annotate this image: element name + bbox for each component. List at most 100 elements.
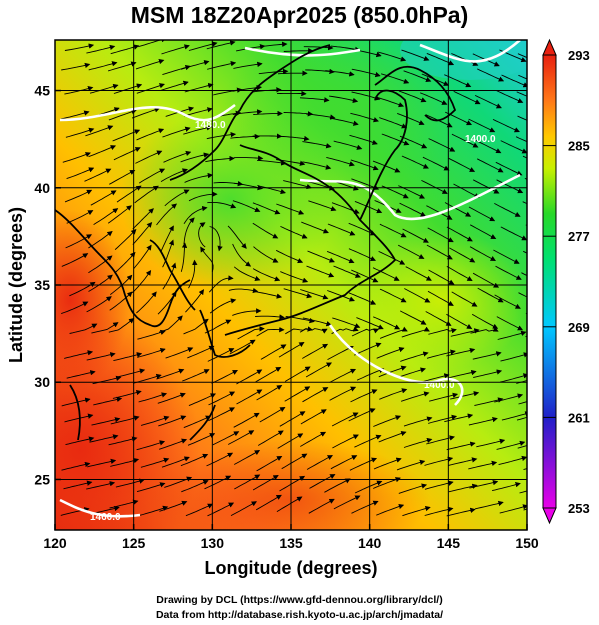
streamline [183, 107, 213, 117]
streamline [473, 369, 503, 378]
streamline [354, 200, 383, 214]
streamline [160, 80, 189, 92]
streamline [62, 152, 91, 163]
streamline [305, 362, 332, 378]
streamline [494, 203, 521, 217]
streamline [351, 91, 381, 101]
streamline [474, 397, 504, 406]
streamline [185, 289, 205, 313]
streamline [165, 347, 194, 359]
streamline [86, 481, 116, 490]
streamline [446, 226, 473, 242]
streamline [397, 244, 425, 259]
streamline [206, 40, 236, 50]
streamline [161, 44, 190, 55]
streamline [403, 70, 432, 83]
streamline [93, 208, 119, 225]
streamline [427, 290, 454, 306]
streamline [449, 247, 476, 263]
y-tick-label: 30 [34, 374, 50, 390]
y-tick-label: 40 [34, 180, 50, 196]
x-tick-label: 140 [358, 535, 382, 551]
streamline [236, 369, 263, 385]
streamline [324, 478, 351, 493]
taiwan-coast [69, 384, 81, 441]
streamline [116, 368, 146, 378]
streamline [138, 168, 166, 184]
streamline [86, 296, 112, 313]
streamline [301, 221, 329, 234]
streamline [137, 329, 166, 340]
streamline [424, 456, 454, 466]
streamline [351, 500, 379, 514]
streamline [135, 59, 165, 70]
streamline [183, 415, 212, 429]
streamline [396, 459, 426, 471]
streamline [187, 345, 215, 359]
streamline [373, 316, 401, 330]
streamline [429, 392, 459, 402]
streamline [420, 92, 448, 105]
streamline [139, 505, 169, 516]
streamline [182, 369, 210, 382]
streamline [492, 118, 520, 133]
contour-label: 1400.0 [465, 134, 496, 145]
streamline [88, 255, 113, 274]
streamline [422, 156, 450, 171]
streamline [109, 499, 139, 509]
streamline [399, 135, 428, 149]
streamline [426, 435, 455, 445]
streamline [256, 326, 285, 337]
streamline [109, 291, 133, 311]
streamline [332, 317, 361, 329]
streamline [379, 388, 408, 400]
streamline [279, 475, 306, 492]
streamline [227, 430, 255, 445]
streamline [236, 389, 263, 405]
streamline [379, 117, 408, 129]
streamline [85, 125, 114, 137]
colorbar-tick-label: 293 [568, 48, 590, 63]
contour-line [299, 173, 521, 221]
streamline [306, 455, 333, 470]
streamline [233, 61, 263, 69]
streamline [64, 189, 93, 203]
streamline [160, 168, 188, 182]
streamline [302, 343, 329, 359]
streamline [181, 479, 209, 493]
streamline [376, 503, 405, 516]
colorbar-tick-label: 261 [568, 410, 590, 425]
streamline [448, 457, 478, 466]
streamline [162, 239, 174, 268]
colorbar-tick-label: 285 [568, 139, 590, 154]
streamline [204, 475, 232, 490]
streamline [468, 460, 498, 470]
streamline [500, 373, 527, 383]
streamline [64, 413, 94, 423]
streamline [397, 112, 425, 126]
streamline [132, 222, 153, 245]
streamline [446, 266, 473, 282]
streamline [428, 414, 458, 424]
streamline [136, 291, 157, 314]
streamline [302, 387, 329, 403]
streamline [331, 412, 359, 427]
streamline [500, 352, 527, 362]
streamline [303, 44, 334, 51]
mainland-coast [169, 44, 331, 181]
streamline [204, 319, 232, 334]
streamline [477, 287, 504, 303]
streamline [299, 97, 330, 103]
streamline [136, 83, 165, 94]
streamline [91, 322, 119, 334]
streamline [348, 292, 377, 305]
streamline [140, 415, 170, 426]
streamline [375, 96, 405, 108]
streamline [397, 367, 426, 378]
streamline [260, 344, 287, 360]
streamline [156, 203, 178, 226]
height-contours [59, 40, 521, 518]
colorbar-body [542, 54, 557, 509]
streamline [302, 161, 332, 170]
streamline [212, 431, 240, 446]
